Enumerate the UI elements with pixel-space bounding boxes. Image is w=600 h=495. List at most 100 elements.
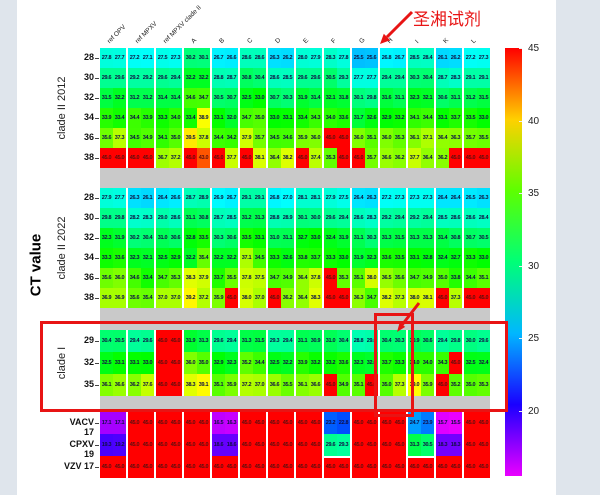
heatmap-cell: 29.8 [449, 330, 462, 352]
heatmap-cell: 31.3 [421, 228, 434, 248]
heatmap-cell: 30.4 [380, 330, 393, 352]
heatmap-cell: 32.3 [408, 88, 421, 108]
heatmap-cell: 45.0 [100, 456, 113, 478]
heatmap-cell: 33.4 [184, 108, 197, 128]
heatmap-cell: 30.3 [281, 88, 294, 108]
heatmap-cell: 45.0 [141, 148, 154, 168]
heatmap-cell: 33.0 [337, 248, 350, 268]
heatmap-cell: 31.1 [296, 330, 309, 352]
column-header: ref MPXV [134, 20, 159, 45]
heatmap-cell: 35.0 [436, 268, 449, 288]
heatmap-cell: 32.5 [464, 352, 477, 374]
heatmap-cell: 33.3 [100, 248, 113, 268]
heatmap-cell: 38.3 [184, 268, 197, 288]
heatmap-cell: 30.7 [464, 228, 477, 248]
heatmap-cell: 26.2 [281, 48, 294, 68]
heatmap-cell: 33.1 [281, 108, 294, 128]
heatmap-cell: 27.2 [464, 48, 477, 68]
heatmap-cell: 45.0 [212, 456, 225, 478]
heatmap-cell: 34.5 [268, 128, 281, 148]
heatmap-cell: 33.7 [449, 108, 462, 128]
heatmap-cell: 45.0 [365, 412, 378, 434]
heatmap-cell: 30.6 [225, 228, 238, 248]
row-tick [95, 158, 99, 159]
row-tick [95, 118, 99, 119]
colorbar-tick-mark [519, 120, 522, 122]
heatmap-cell: 35.2 [240, 352, 253, 374]
heatmap-cell: 32.4 [436, 248, 449, 268]
heatmap-cell: 30.8 [449, 228, 462, 248]
heatmap-cell: 34.5 [253, 248, 266, 268]
heatmap-cell: 45.0 [337, 128, 350, 148]
heatmap-cell: 28.4 [477, 208, 490, 228]
row-label: 38 [83, 152, 94, 162]
column-header: I [414, 38, 421, 45]
heatmap-cell: 45.0 [141, 434, 154, 456]
column-header: C [246, 36, 255, 45]
heatmap-cell: 37.0 [156, 288, 169, 308]
heatmap-cell: 31.3 [408, 228, 421, 248]
heatmap-cell: 26.7 [212, 48, 225, 68]
heatmap-cell: 45.0 [477, 456, 490, 478]
heatmap-cell: 32.9 [169, 248, 182, 268]
heatmap-cell: 45.0 [449, 456, 462, 478]
heatmap-cell: 31.0 [268, 228, 281, 248]
heatmap-cell: 31.5 [477, 88, 490, 108]
heatmap-cell: 45.0 [464, 148, 477, 168]
heatmap-cell: 36.5 [380, 268, 393, 288]
heatmap-cell: 34.4 [253, 352, 266, 374]
heatmap-cell: 34.3 [436, 352, 449, 374]
heatmap-cell: 45.0 [156, 352, 169, 374]
heatmap-cell: 31.6 [380, 88, 393, 108]
heatmap-cell: 31.3 [253, 208, 266, 228]
heatmap-cell: 37.3 [113, 128, 126, 148]
heatmap-cell: 27.8 [100, 48, 113, 68]
heatmap-cell: 31.8 [337, 88, 350, 108]
heatmap-cell: 29.4 [421, 208, 434, 228]
heatmap-cell: 34.7 [268, 268, 281, 288]
row-tick [95, 198, 99, 199]
heatmap-cell: 30.4 [141, 228, 154, 248]
row-label: VACV 17 [69, 417, 94, 437]
heatmap-cell: 33.1 [408, 248, 421, 268]
heatmap-cell: 37.2 [169, 148, 182, 168]
row-label: VZV 17 [63, 461, 94, 471]
heatmap-cell: 35.1 [365, 128, 378, 148]
heatmap-cell: 45.0 [393, 434, 406, 456]
heatmap-cell: 32.6 [281, 248, 294, 268]
row-tick [95, 98, 99, 99]
heatmap-cell: 26.3 [128, 188, 141, 208]
heatmap-cell: 45.0 [337, 288, 350, 308]
heatmap-cell: 45.0 [380, 434, 393, 456]
heatmap-cell: 32.2 [225, 248, 238, 268]
heatmap-cell: 33.6 [113, 248, 126, 268]
colorbar-tick-label: 30 [528, 260, 540, 272]
heatmap-cell: 35.6 [128, 288, 141, 308]
heatmap-cell: 27.9 [309, 48, 322, 68]
column-header: F [330, 37, 338, 45]
colorbar-tick-mark [519, 265, 522, 267]
row-tick [95, 298, 99, 299]
heatmap-cell: 35.0 [380, 374, 393, 396]
heatmap-cell: 28.7 [212, 208, 225, 228]
heatmap-cell: 28.4 [421, 48, 434, 68]
heatmap-cell: 33.5 [197, 228, 210, 248]
heatmap-cell: 45.0 [324, 268, 337, 288]
heatmap-cell: 30.2 [128, 228, 141, 248]
heatmap-cell: 31.5 [253, 330, 266, 352]
heatmap-cell: 35.1 [352, 374, 365, 396]
heatmap-cell: 45.0 [128, 456, 141, 478]
heatmap-cell: 32.2 [184, 68, 197, 88]
heatmap-cell: 43.0 [197, 148, 210, 168]
heatmap-cell: 34.4 [128, 108, 141, 128]
heatmap-cell: 28.0 [296, 48, 309, 68]
heatmap-cell: 26.1 [141, 188, 154, 208]
row-label: 34 [83, 112, 94, 122]
row-label: 28 [83, 52, 94, 62]
heatmap-cell: 45.0 [477, 148, 490, 168]
row-tick [95, 467, 99, 468]
heatmap-cell: 36.4 [421, 148, 434, 168]
heatmap-cell: 27.3 [408, 188, 421, 208]
heatmap-cell: 45.0 [324, 456, 337, 478]
colorbar-tick-mark [519, 411, 522, 412]
